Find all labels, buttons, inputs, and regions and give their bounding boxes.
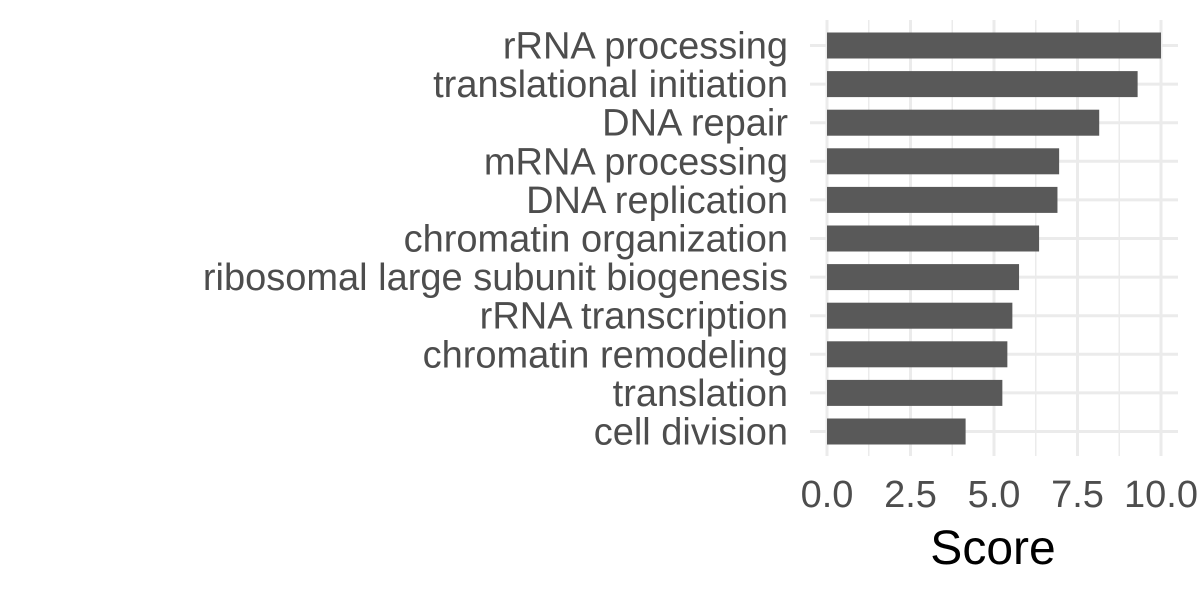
bar (827, 109, 1100, 136)
category-label: cell division (594, 412, 788, 454)
category-label: chromatin organization (404, 219, 788, 261)
x-tick-label: 2.5 (884, 474, 937, 516)
bar (827, 32, 1161, 59)
bar (827, 71, 1138, 98)
x-tick-label: 7.5 (1051, 474, 1104, 516)
category-label: DNA repair (602, 103, 788, 145)
x-tick-label: 10.0 (1124, 474, 1198, 516)
bar (827, 225, 1040, 252)
bar (827, 302, 1013, 329)
bars (827, 32, 1161, 445)
category-label: rRNA transcription (480, 296, 788, 338)
x-axis-title: Score (930, 522, 1055, 575)
category-label: rRNA processing (503, 26, 788, 68)
bar (827, 186, 1058, 213)
bar (827, 264, 1020, 291)
bar (827, 379, 1003, 406)
bar (827, 341, 1008, 368)
x-tick-labels: 0.0 2.5 5.0 7.5 10.0 (801, 474, 1198, 516)
category-label: DNA replication (526, 180, 788, 222)
category-label: ribosomal large subunit biogenesis (203, 257, 788, 299)
x-tick-label: 0.0 (801, 474, 854, 516)
category-label: chromatin remodeling (423, 334, 788, 376)
category-label: mRNA processing (484, 141, 788, 183)
category-label: translation (613, 373, 788, 415)
category-label: translational initiation (433, 64, 788, 106)
bar (827, 418, 966, 445)
x-tick-label: 5.0 (968, 474, 1021, 516)
bar (827, 148, 1060, 175)
